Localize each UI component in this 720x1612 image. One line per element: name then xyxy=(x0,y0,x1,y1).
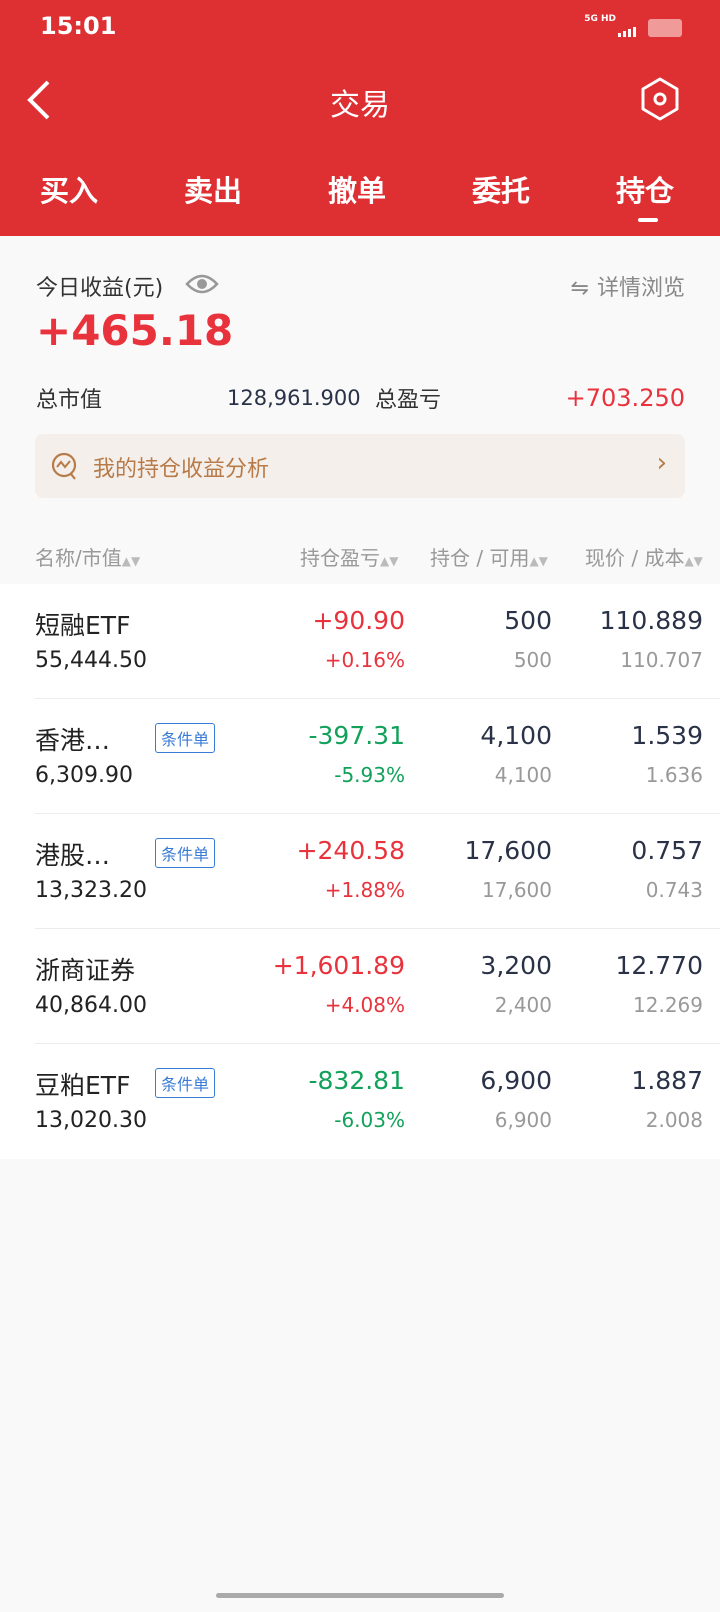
tab-buy[interactable]: 买入 xyxy=(40,174,99,208)
tab-positions[interactable]: 持仓 xyxy=(616,174,675,208)
position-pl-pct: +4.08% xyxy=(324,993,405,1017)
table-header: 名称/市值▲▼ 持仓盈亏▲▼ 持仓 / 可用▲▼ 现价 / 成本▲▼ xyxy=(0,528,720,584)
avail-qty: 6,900 xyxy=(494,1108,552,1132)
col-hold[interactable]: 持仓 / 可用▲▼ xyxy=(430,546,548,570)
avail-qty: 500 xyxy=(513,648,552,672)
tab-cancel[interactable]: 撤单 xyxy=(328,174,387,208)
current-price: 110.889 xyxy=(599,606,703,635)
avail-qty: 17,600 xyxy=(482,878,552,902)
conditional-order-badge[interactable]: 条件单 xyxy=(155,723,216,753)
table-row[interactable]: 浙商证券 40,864.00 +1,601.89 +4.08% 3,200 2,… xyxy=(35,929,720,1044)
hold-qty: 4,100 xyxy=(480,721,552,750)
total-pl-label: 总盈亏 xyxy=(375,388,442,413)
position-pl: -832.81 xyxy=(308,1066,406,1095)
stock-name: 短融ETF xyxy=(35,611,131,640)
position-pl: +1,601.89 xyxy=(272,951,405,980)
analysis-icon xyxy=(51,452,77,480)
cost-price: 110.707 xyxy=(620,648,703,672)
status-time: 15:01 xyxy=(40,12,117,40)
current-price: 0.757 xyxy=(631,836,703,865)
stock-market-value: 6,309.90 xyxy=(35,763,133,788)
table-row[interactable]: 豆粕ETF 条件单 13,020.30 -832.81 -6.03% 6,900… xyxy=(35,1044,720,1159)
settings-icon[interactable] xyxy=(640,76,680,122)
header: 15:01 5G HD 交易 买入 卖出 撤单 委托 持仓 xyxy=(0,0,720,236)
stock-market-value: 55,444.50 xyxy=(35,648,147,673)
chevron-right-icon: › xyxy=(656,448,667,478)
stock-name: 浙商证券 xyxy=(35,956,136,985)
positions-list: 短融ETF 55,444.50 +90.90 +0.16% 500 500 11… xyxy=(0,584,720,1159)
table-row[interactable]: 短融ETF 55,444.50 +90.90 +0.16% 500 500 11… xyxy=(35,584,720,699)
network-indicator: 5G HD xyxy=(584,14,616,24)
hold-qty: 17,600 xyxy=(464,836,552,865)
today-profit-label: 今日收益(元) xyxy=(36,276,164,301)
stock-market-value: 13,323.20 xyxy=(35,878,147,903)
cost-price: 2.008 xyxy=(645,1108,703,1132)
stock-name: 香港… xyxy=(35,726,111,755)
stock-name: 港股… xyxy=(35,841,111,870)
home-indicator[interactable] xyxy=(216,1593,504,1598)
stock-market-value: 13,020.30 xyxy=(35,1108,147,1133)
current-price: 1.539 xyxy=(631,721,703,750)
tab-sell[interactable]: 卖出 xyxy=(184,174,243,208)
position-pl: +90.90 xyxy=(312,606,405,635)
eye-icon[interactable] xyxy=(185,272,219,296)
analysis-banner[interactable]: 我的持仓收益分析 › xyxy=(35,434,685,498)
current-price: 12.770 xyxy=(615,951,703,980)
stock-name: 豆粕ETF xyxy=(35,1071,131,1100)
avail-qty: 4,100 xyxy=(494,763,552,787)
total-pl-value: +703.250 xyxy=(565,384,685,412)
page-title: 交易 xyxy=(330,88,390,123)
sort-icon: ▲▼ xyxy=(684,554,703,568)
position-pl-pct: -5.93% xyxy=(334,763,405,787)
position-pl-pct: +1.88% xyxy=(324,878,405,902)
sort-icon: ▲▼ xyxy=(529,554,548,568)
cost-price: 1.636 xyxy=(645,763,703,787)
current-price: 1.887 xyxy=(631,1066,703,1095)
cost-price: 12.269 xyxy=(633,993,703,1017)
back-icon[interactable] xyxy=(24,78,54,122)
col-price[interactable]: 现价 / 成本▲▼ xyxy=(585,546,703,570)
col-name[interactable]: 名称/市值▲▼ xyxy=(35,546,141,570)
stock-market-value: 40,864.00 xyxy=(35,993,147,1018)
analysis-banner-label: 我的持仓收益分析 xyxy=(93,457,270,482)
table-row[interactable]: 港股… 条件单 13,323.20 +240.58 +1.88% 17,600 … xyxy=(35,814,720,929)
position-pl: -397.31 xyxy=(308,721,406,750)
tab-orders[interactable]: 委托 xyxy=(472,174,531,208)
hold-qty: 6,900 xyxy=(480,1066,552,1095)
table-row[interactable]: 香港… 条件单 6,309.90 -397.31 -5.93% 4,100 4,… xyxy=(35,699,720,814)
position-pl: +240.58 xyxy=(296,836,405,865)
market-value-label: 总市值 xyxy=(36,388,103,413)
active-tab-indicator xyxy=(638,218,658,222)
col-pl[interactable]: 持仓盈亏▲▼ xyxy=(300,546,399,570)
detail-link-label: 详情浏览 xyxy=(596,276,685,301)
sort-icon: ▲▼ xyxy=(121,554,141,568)
conditional-order-badge[interactable]: 条件单 xyxy=(155,1068,216,1098)
hold-qty: 3,200 xyxy=(480,951,552,980)
sort-icon: ▲▼ xyxy=(380,554,399,568)
battery-icon xyxy=(648,19,682,37)
conditional-order-badge[interactable]: 条件单 xyxy=(155,838,216,868)
avail-qty: 2,400 xyxy=(494,993,552,1017)
signal-icon xyxy=(618,27,636,37)
hold-qty: 500 xyxy=(504,606,552,635)
position-pl-pct: -6.03% xyxy=(334,1108,405,1132)
position-pl-pct: +0.16% xyxy=(324,648,405,672)
market-value: 128,961.900 xyxy=(227,386,361,410)
cost-price: 0.743 xyxy=(645,878,703,902)
swap-icon: ⇋ xyxy=(570,276,589,301)
today-profit-value: +465.18 xyxy=(36,306,234,355)
detail-link[interactable]: ⇋ 详情浏览 xyxy=(571,270,685,302)
